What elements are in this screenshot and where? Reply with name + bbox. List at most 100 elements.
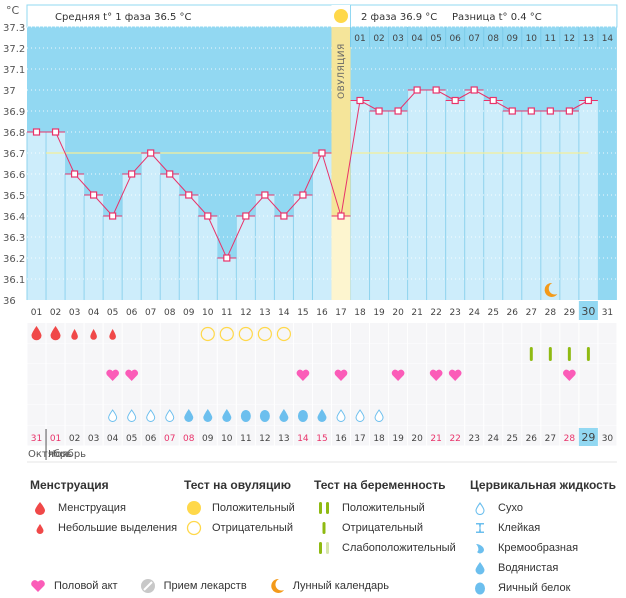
phase2-day-label: 10 bbox=[526, 34, 538, 44]
x-tick-label: 27 bbox=[526, 308, 537, 318]
x-tick-label: 19 bbox=[373, 308, 385, 318]
temp-point bbox=[147, 149, 155, 157]
ovulation-test-negative-icon bbox=[276, 326, 292, 342]
heart-icon bbox=[296, 369, 310, 381]
x-tick-label: 08 bbox=[164, 308, 176, 318]
legend-item-ovu-positive: Положительный bbox=[184, 498, 295, 518]
ovulation-test-negative-icon bbox=[257, 326, 272, 342]
event-row-bg bbox=[27, 384, 617, 405]
moon-icon bbox=[270, 578, 284, 593]
temp-point bbox=[527, 107, 535, 115]
faint-bar-icon bbox=[314, 541, 334, 555]
calendar-date: 18 bbox=[373, 434, 385, 444]
temp-bar bbox=[293, 195, 313, 300]
small-blood-drop-icon bbox=[90, 329, 97, 340]
legend-label: Кремообразная bbox=[498, 542, 579, 554]
temp-point bbox=[565, 107, 573, 115]
legend-bottom-row: Половой акт Прием лекарств Лунный календ… bbox=[30, 578, 411, 594]
calendar-date: 15 bbox=[316, 434, 327, 444]
temp-point bbox=[584, 96, 592, 105]
x-tick-label: 02 bbox=[50, 308, 61, 318]
legend-title: Тест на овуляцию bbox=[184, 478, 291, 492]
calendar-date: 08 bbox=[183, 434, 195, 444]
y-tick-label: 36.7 bbox=[3, 149, 25, 160]
watery-drop-icon bbox=[222, 409, 232, 422]
calendar-date: 11 bbox=[240, 434, 251, 444]
calendar-date: 30 bbox=[602, 434, 614, 444]
legend-label: Слабоположительный bbox=[342, 542, 456, 554]
temp-bar bbox=[312, 153, 332, 300]
x-tick-label: 20 bbox=[392, 308, 404, 318]
temp-bar bbox=[426, 90, 446, 300]
dry-drop-icon bbox=[146, 409, 156, 422]
y-tick-label: 37.2 bbox=[3, 44, 25, 55]
x-tick-label: 17 bbox=[335, 308, 346, 318]
legend-item-watery: Водянистая bbox=[470, 558, 616, 578]
legend-item-spotting: Небольшие выделения bbox=[30, 518, 177, 538]
legend-label: Положительный bbox=[212, 502, 295, 514]
x-tick-label: 21 bbox=[411, 308, 422, 318]
phase2-day-label: 03 bbox=[392, 34, 403, 44]
legend-item-intercourse: Половой акт bbox=[30, 579, 118, 593]
calendar-date: 05 bbox=[126, 434, 137, 444]
x-tick-label: 12 bbox=[240, 308, 251, 318]
legend-menstruation: Менструация Менструация Небольшие выделе… bbox=[30, 478, 177, 538]
calendar-date: 03 bbox=[88, 434, 99, 444]
calendar-date: 06 bbox=[145, 434, 157, 444]
temp-point bbox=[32, 128, 41, 136]
pregnancy-test-negative-icon bbox=[548, 347, 552, 361]
legend-title: Тест на беременность bbox=[314, 478, 446, 492]
temp-point bbox=[470, 86, 478, 94]
temp-point bbox=[508, 107, 516, 115]
x-tick-label: 07 bbox=[145, 308, 156, 318]
legend-ovulation-test: Тест на овуляцию Положительный Отрицател… bbox=[184, 478, 295, 538]
single-bar-icon bbox=[314, 521, 334, 535]
x-tick-label: 01 bbox=[31, 308, 42, 318]
x-tick-label: 11 bbox=[221, 308, 232, 318]
y-tick-label: 36 bbox=[3, 296, 16, 307]
temp-bar bbox=[369, 111, 389, 300]
temp-point bbox=[356, 96, 364, 105]
legend-label: Менструация bbox=[58, 502, 126, 514]
temp-point bbox=[375, 107, 383, 115]
calendar-date: 09 bbox=[202, 434, 214, 444]
today-highlight bbox=[578, 301, 598, 320]
heart-icon bbox=[31, 580, 45, 592]
phase2-day-label: 04 bbox=[411, 34, 423, 44]
legend-item-creamy: Кремообразная bbox=[470, 538, 616, 558]
empty-circle-icon bbox=[184, 520, 204, 536]
calendar-date: 28 bbox=[564, 434, 576, 444]
dry-drop-icon bbox=[165, 409, 175, 422]
phase2-day-label: 09 bbox=[507, 34, 519, 44]
x-tick-label: 06 bbox=[126, 308, 138, 318]
legend-title: Менструация bbox=[30, 478, 109, 492]
calendar-date: 07 bbox=[164, 434, 175, 444]
x-tick-label: 18 bbox=[354, 308, 366, 318]
y-axis-unit: °C bbox=[6, 4, 20, 17]
legend-item-preg-negative: Отрицательный bbox=[314, 518, 456, 538]
legend-item-preg-positive: Положительный bbox=[314, 498, 456, 518]
temp-point bbox=[128, 170, 136, 178]
temp-point bbox=[299, 191, 307, 199]
sun-icon bbox=[333, 9, 348, 23]
pregnancy-test-negative-icon bbox=[586, 347, 590, 361]
x-tick-label: 10 bbox=[202, 308, 214, 318]
y-tick-label: 36.2 bbox=[3, 254, 25, 265]
watery-drop-icon bbox=[317, 409, 327, 422]
blood-drop-icon bbox=[31, 326, 42, 341]
temp-bar bbox=[464, 90, 484, 300]
temp-point bbox=[166, 170, 174, 178]
temp-bar bbox=[578, 100, 598, 300]
temp-bar bbox=[388, 111, 408, 300]
blood-drop-icon bbox=[50, 326, 61, 341]
calendar-date: 27 bbox=[545, 434, 556, 444]
temp-point bbox=[489, 96, 497, 105]
temp-point bbox=[413, 86, 421, 94]
legend-label: Прием лекарств bbox=[163, 580, 247, 592]
legend-item-sticky: Клейкая bbox=[470, 518, 616, 538]
phase2-day-label: 07 bbox=[468, 34, 479, 44]
x-tick-label: 29 bbox=[564, 308, 576, 318]
temp-bar bbox=[141, 153, 161, 300]
temp-bar bbox=[483, 100, 503, 300]
temp-bar bbox=[502, 111, 522, 300]
